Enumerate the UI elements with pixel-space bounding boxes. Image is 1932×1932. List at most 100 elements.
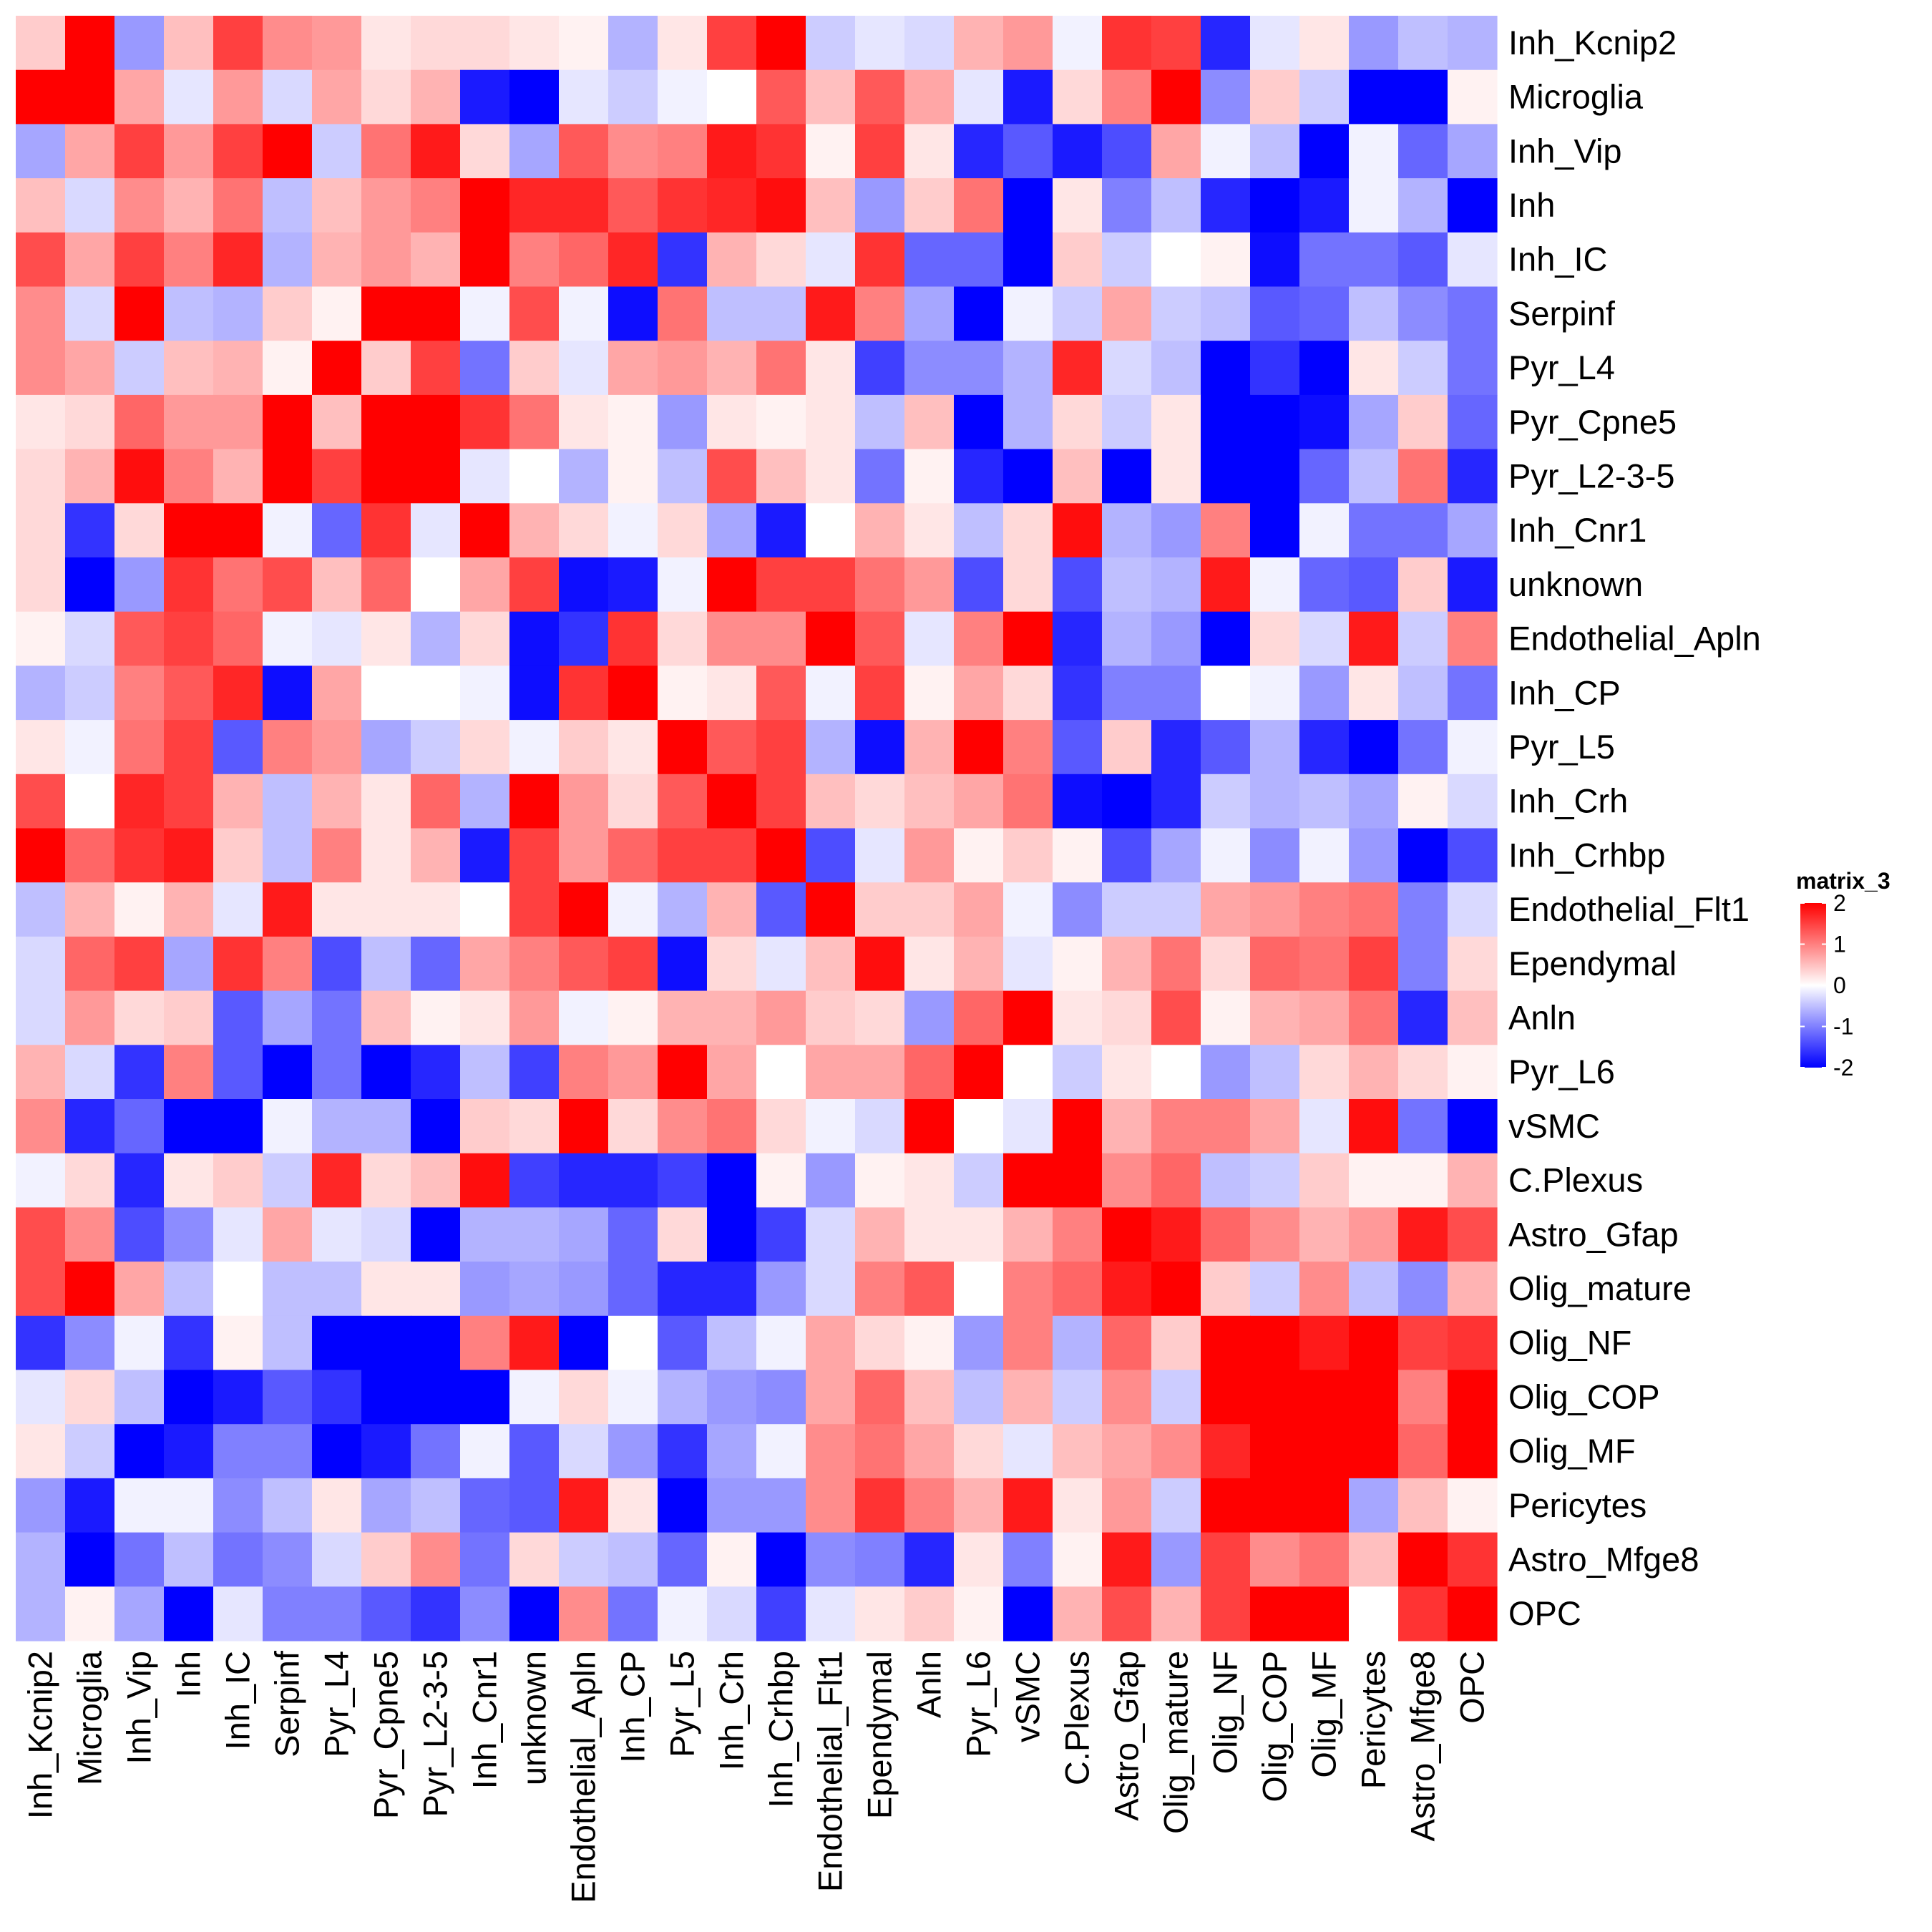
heatmap-cell xyxy=(509,990,560,1045)
column-label: C.Plexus xyxy=(1058,1651,1096,1785)
heatmap-cell xyxy=(16,503,66,558)
heatmap-cell xyxy=(559,232,609,288)
heatmap-cell xyxy=(1299,828,1350,883)
heatmap-cell xyxy=(1102,557,1152,613)
heatmap-cell xyxy=(954,69,1004,125)
heatmap-cell xyxy=(361,449,411,504)
heatmap-cell xyxy=(213,1532,263,1587)
heatmap-cell xyxy=(1448,232,1498,288)
heatmap-cell xyxy=(1201,1424,1251,1479)
heatmap-cell xyxy=(954,16,1004,71)
heatmap-cell xyxy=(312,1424,362,1479)
heatmap-cell xyxy=(65,1370,115,1425)
heatmap-cell xyxy=(213,882,263,937)
heatmap-cell xyxy=(164,1586,214,1641)
heatmap-cell xyxy=(1398,1370,1448,1425)
column-label: Astro_Mfge8 xyxy=(1404,1651,1442,1841)
heatmap-cell xyxy=(65,178,115,233)
heatmap-cell xyxy=(213,503,263,558)
heatmap-cell xyxy=(16,394,66,450)
heatmap-cell xyxy=(1398,611,1448,666)
row-label: Serpinf xyxy=(1508,294,1616,332)
legend-ticks: 2 1 0 -1 -2 xyxy=(1800,890,1853,1080)
heatmap-cell xyxy=(1299,1153,1350,1208)
heatmap-cell xyxy=(707,1207,757,1262)
heatmap-cell xyxy=(16,1586,66,1641)
heatmap-cell xyxy=(806,1207,856,1262)
heatmap-cell xyxy=(1299,936,1350,992)
heatmap-cell xyxy=(658,124,708,179)
heatmap-cell xyxy=(361,1315,411,1371)
heatmap-cell xyxy=(1299,1315,1350,1371)
heatmap-cell xyxy=(608,1370,658,1425)
heatmap-cell xyxy=(114,1532,165,1587)
heatmap-cell xyxy=(65,341,115,396)
heatmap-cell xyxy=(904,178,955,233)
heatmap-cell xyxy=(904,449,955,504)
heatmap-cell xyxy=(608,882,658,937)
heatmap-cell xyxy=(1448,611,1498,666)
heatmap-cell xyxy=(756,557,806,613)
heatmap-cell xyxy=(608,1315,658,1371)
heatmap-cell xyxy=(1398,882,1448,937)
heatmap-cell xyxy=(806,232,856,288)
row-label: vSMC xyxy=(1508,1107,1600,1145)
heatmap-cell xyxy=(707,1532,757,1587)
heatmap-cell xyxy=(1250,1207,1300,1262)
heatmap-cell xyxy=(65,611,115,666)
heatmap-cell xyxy=(114,828,165,883)
heatmap-cell xyxy=(16,990,66,1045)
heatmap-cell xyxy=(164,557,214,613)
row-label: Inh_Cnr1 xyxy=(1508,511,1646,549)
heatmap-cell xyxy=(1250,1532,1300,1587)
heatmap-cell xyxy=(164,449,214,504)
heatmap-cell xyxy=(361,341,411,396)
heatmap-cell xyxy=(855,1207,905,1262)
heatmap-cell xyxy=(1053,449,1103,504)
heatmap-cells xyxy=(16,16,1498,1641)
heatmap-cell xyxy=(707,611,757,666)
heatmap-cell xyxy=(1448,1478,1498,1533)
heatmap-cell xyxy=(213,449,263,504)
column-label: Pericytes xyxy=(1355,1651,1392,1789)
heatmap-cell xyxy=(1102,449,1152,504)
heatmap-cell xyxy=(1201,1099,1251,1154)
heatmap-cell xyxy=(855,1370,905,1425)
heatmap-cell xyxy=(855,286,905,341)
heatmap-cell xyxy=(658,1478,708,1533)
heatmap-cell xyxy=(1349,1424,1399,1479)
heatmap-cell xyxy=(608,1207,658,1262)
column-label: Inh xyxy=(170,1651,208,1697)
heatmap-cell xyxy=(263,828,313,883)
heatmap-cell xyxy=(707,69,757,125)
heatmap-cell xyxy=(114,774,165,829)
heatmap-cell xyxy=(1250,394,1300,450)
heatmap-cell xyxy=(361,394,411,450)
heatmap-cell xyxy=(263,16,313,71)
heatmap-cell xyxy=(411,1370,461,1425)
heatmap-cell xyxy=(411,1478,461,1533)
heatmap-cell xyxy=(213,720,263,775)
heatmap-cell xyxy=(806,16,856,71)
heatmap-cell xyxy=(707,990,757,1045)
heatmap-cell xyxy=(312,882,362,937)
heatmap-cell xyxy=(460,232,510,288)
heatmap-cell xyxy=(1102,503,1152,558)
heatmap-cell xyxy=(263,1207,313,1262)
heatmap-cell xyxy=(1201,16,1251,71)
heatmap-cell xyxy=(658,1207,708,1262)
heatmap-cell xyxy=(1398,1099,1448,1154)
heatmap-cell xyxy=(411,449,461,504)
heatmap-cell xyxy=(460,69,510,125)
heatmap-cell xyxy=(509,936,560,992)
heatmap-cell xyxy=(509,1424,560,1479)
heatmap-cell xyxy=(509,1153,560,1208)
heatmap-cell xyxy=(1448,1315,1498,1371)
heatmap-cell xyxy=(658,936,708,992)
heatmap-cell xyxy=(1053,665,1103,721)
heatmap-cell xyxy=(411,1207,461,1262)
heatmap-cell xyxy=(509,16,560,71)
column-label: Inh_Kcnip2 xyxy=(21,1651,59,1819)
heatmap-cell xyxy=(1448,16,1498,71)
heatmap-cell xyxy=(1448,341,1498,396)
